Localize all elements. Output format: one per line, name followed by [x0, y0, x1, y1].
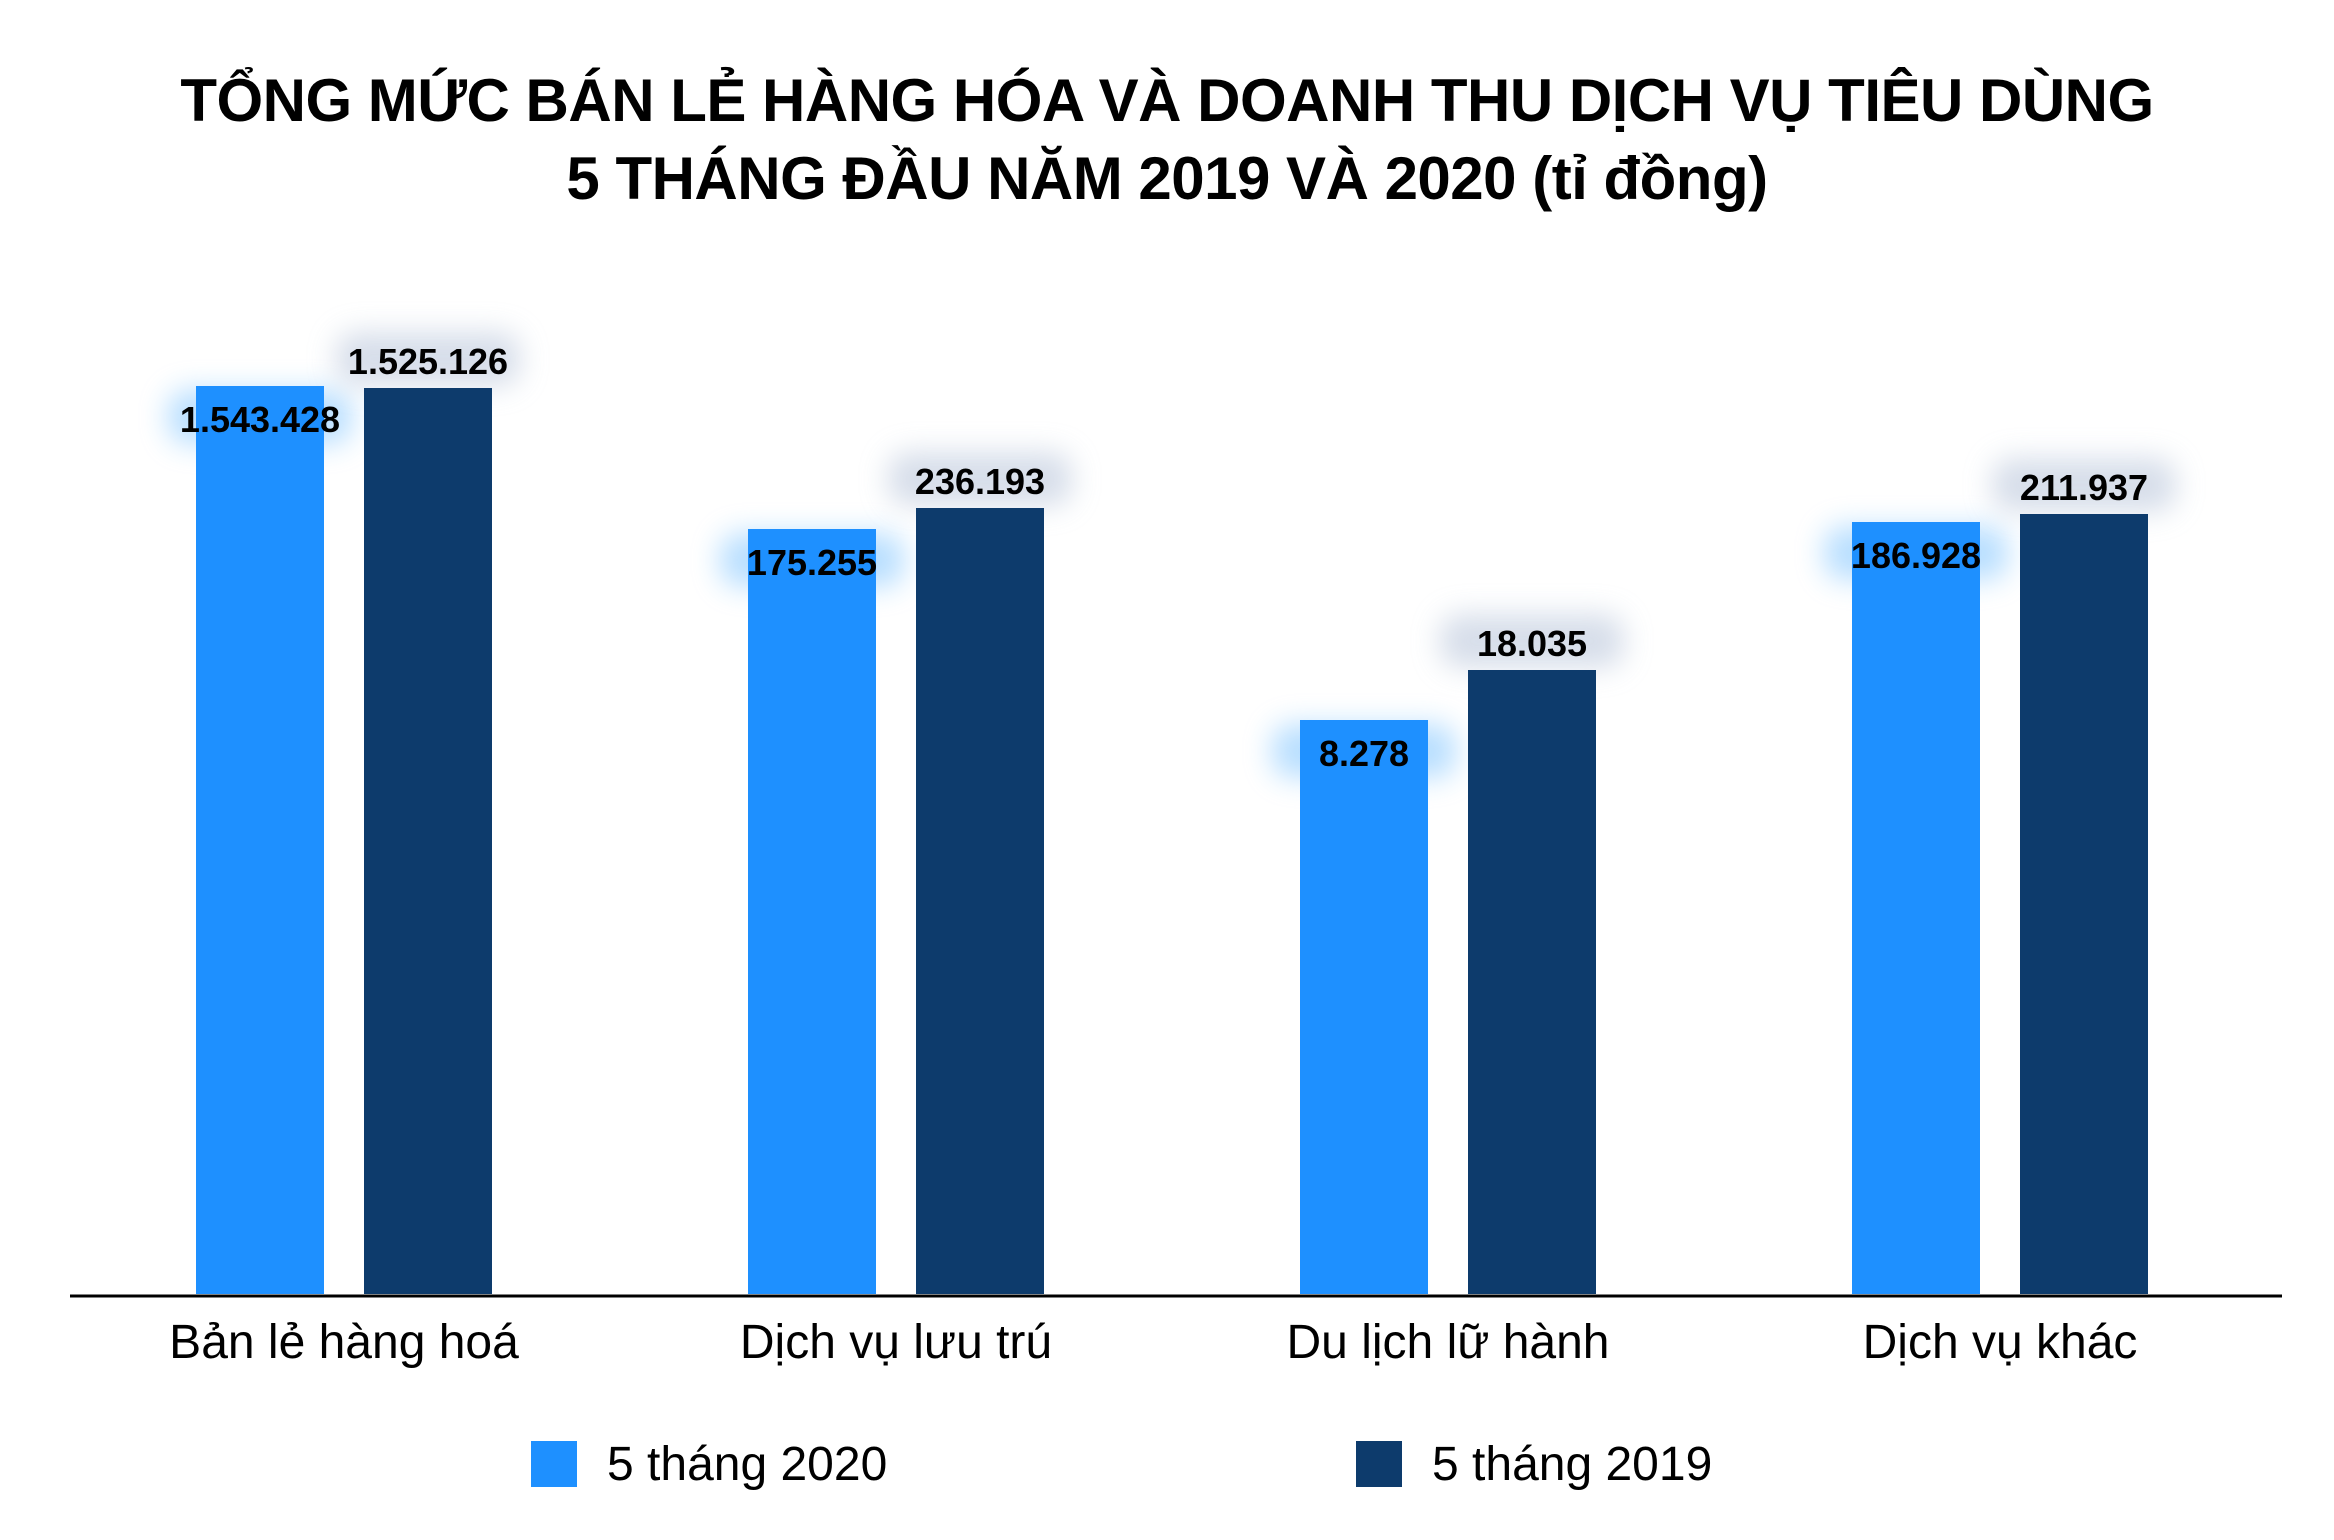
value-label-glow-2019-0 [336, 332, 520, 386]
value-label-2019-0: 1.525.126 [348, 341, 508, 382]
chart-title: TỔNG MỨC BÁN LẺ HÀNG HÓA VÀ DOANH THU DỊ… [0, 62, 2334, 218]
bar-2019-2 [1468, 670, 1596, 1294]
category-label-3: Dịch vụ khác [1863, 1316, 2138, 1369]
bar-2020-0 [196, 386, 324, 1294]
bar-2019-1 [916, 508, 1044, 1294]
chart-title-line-2: 5 THÁNG ĐẦU NĂM 2019 VÀ 2020 (tỉ đồng) [566, 145, 1768, 212]
legend-label-2020: 5 tháng 2020 [607, 1437, 888, 1491]
chart-title-line-1: TỔNG MỨC BÁN LẺ HÀNG HÓA VÀ DOANH THU DỊ… [180, 67, 2154, 134]
category-label-0: Bản lẻ hàng hoá [169, 1316, 519, 1369]
category-label-1: Dịch vụ lưu trú [740, 1316, 1052, 1369]
value-label-glow-2019-2 [1440, 614, 1624, 668]
value-label-glow-2019-1 [888, 452, 1072, 506]
value-label-glow-2019-3 [1992, 458, 2176, 512]
legend-item-2020: 5 tháng 2020 [531, 1438, 887, 1491]
value-label-2019-1: 236.193 [915, 461, 1045, 502]
bar-2020-3 [1852, 522, 1980, 1294]
value-label-2019-3: 211.937 [2020, 467, 2148, 508]
value-label-2020-0: 1.543.428 [180, 399, 340, 440]
value-label-2020-2: 8.278 [1319, 733, 1409, 774]
legend-item-2019: 5 tháng 2019 [1356, 1438, 1712, 1491]
value-label-2020-3: 186.928 [1851, 535, 1981, 576]
legend-swatch-2019 [1356, 1441, 1402, 1487]
bar-2019-0 [364, 388, 492, 1294]
legend-label-2019: 5 tháng 2019 [1432, 1437, 1713, 1491]
bar-2019-3 [2020, 514, 2148, 1294]
category-labels: Bản lẻ hàng hoá Dịch vụ lưu trú Du lịch lữ… [169, 1316, 2137, 1369]
bars [196, 386, 2148, 1294]
value-label-2020-1: 175.255 [747, 542, 877, 583]
legend-swatch-2020 [531, 1441, 577, 1487]
bar-2020-1 [748, 529, 876, 1294]
bar-2020-2 [1300, 720, 1428, 1294]
category-label-2: Du lịch lữ hành [1287, 1316, 1610, 1369]
value-label-2019-2: 18.035 [1477, 623, 1587, 664]
